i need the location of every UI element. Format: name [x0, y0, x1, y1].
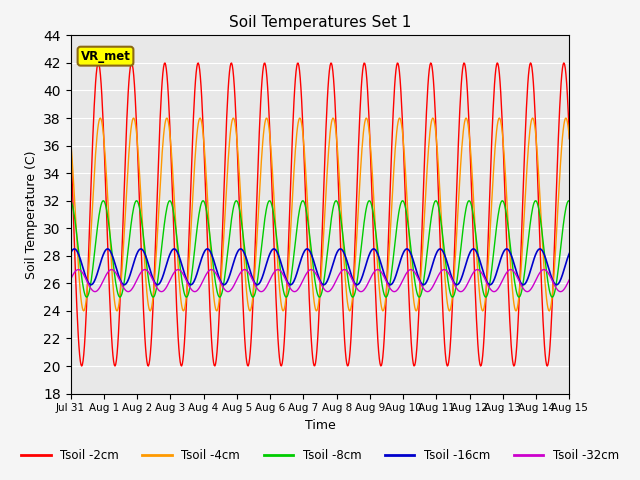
- Tsoil -2cm: [566, 136, 573, 142]
- Tsoil -32cm: [205, 267, 213, 273]
- Tsoil -4cm: [380, 306, 388, 312]
- Text: VR_met: VR_met: [81, 49, 131, 63]
- Tsoil -32cm: [566, 276, 573, 282]
- Tsoil -8cm: [76, 257, 83, 263]
- Tsoil -8cm: [205, 228, 213, 234]
- Tsoil -4cm: [204, 204, 212, 210]
- Tsoil -2cm: [381, 324, 388, 330]
- Tsoil -4cm: [76, 281, 83, 287]
- Tsoil -32cm: [76, 267, 83, 273]
- Tsoil -2cm: [78, 363, 86, 369]
- Tsoil -16cm: [67, 251, 74, 256]
- Tsoil -32cm: [127, 288, 135, 293]
- Legend: Tsoil -2cm, Tsoil -4cm, Tsoil -8cm, Tsoil -16cm, Tsoil -32cm: Tsoil -2cm, Tsoil -4cm, Tsoil -8cm, Tsoi…: [17, 444, 623, 467]
- Tsoil -8cm: [396, 203, 404, 209]
- Line: Tsoil -8cm: Tsoil -8cm: [70, 201, 570, 297]
- Tsoil -4cm: [178, 302, 186, 308]
- Tsoil -32cm: [179, 271, 187, 277]
- Tsoil -2cm: [76, 352, 83, 358]
- Tsoil -2cm: [67, 136, 74, 142]
- Tsoil -16cm: [396, 259, 404, 264]
- Tsoil -16cm: [566, 251, 573, 256]
- Line: Tsoil -16cm: Tsoil -16cm: [70, 249, 570, 285]
- Tsoil -16cm: [76, 254, 83, 260]
- Line: Tsoil -4cm: Tsoil -4cm: [70, 118, 570, 311]
- Tsoil -32cm: [157, 289, 165, 295]
- Tsoil -2cm: [205, 275, 212, 280]
- Tsoil -8cm: [381, 294, 389, 300]
- Tsoil -8cm: [179, 280, 186, 286]
- Tsoil -8cm: [182, 294, 190, 300]
- Tsoil -2cm: [560, 60, 568, 66]
- Line: Tsoil -32cm: Tsoil -32cm: [70, 270, 570, 292]
- Line: Tsoil -2cm: Tsoil -2cm: [70, 63, 570, 366]
- Tsoil -32cm: [174, 267, 182, 273]
- Tsoil -4cm: [566, 136, 573, 142]
- Tsoil -16cm: [270, 246, 278, 252]
- Tsoil -4cm: [495, 115, 503, 121]
- Tsoil -16cm: [381, 275, 389, 281]
- Tsoil -2cm: [396, 69, 403, 75]
- Tsoil -16cm: [287, 282, 294, 288]
- Tsoil -16cm: [127, 269, 135, 275]
- Tsoil -8cm: [566, 198, 573, 204]
- Tsoil -8cm: [127, 222, 135, 228]
- Tsoil -32cm: [381, 277, 389, 283]
- Tsoil -4cm: [127, 127, 135, 132]
- Tsoil -8cm: [67, 198, 74, 204]
- Tsoil -32cm: [67, 276, 74, 282]
- Tsoil -16cm: [178, 261, 186, 267]
- Tsoil -4cm: [395, 116, 403, 122]
- Tsoil -16cm: [204, 246, 212, 252]
- Tsoil -2cm: [128, 60, 136, 66]
- Y-axis label: Soil Temperature (C): Soil Temperature (C): [24, 150, 38, 279]
- Tsoil -2cm: [179, 361, 186, 367]
- Tsoil -32cm: [396, 283, 404, 288]
- Tsoil -8cm: [166, 198, 173, 204]
- X-axis label: Time: Time: [305, 419, 335, 432]
- Title: Soil Temperatures Set 1: Soil Temperatures Set 1: [229, 15, 411, 30]
- Tsoil -4cm: [67, 136, 74, 142]
- Tsoil -4cm: [512, 308, 520, 314]
